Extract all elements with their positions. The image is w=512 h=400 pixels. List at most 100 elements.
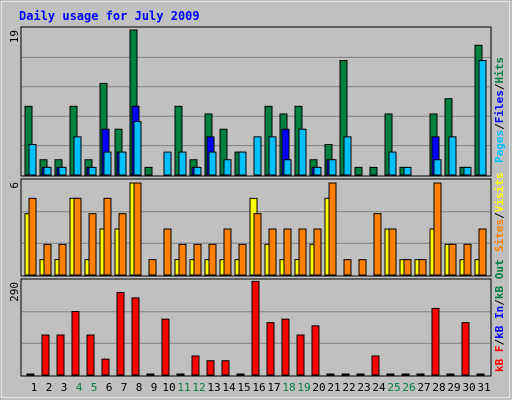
legend-sites: Sites xyxy=(493,219,506,252)
legend-files: Files xyxy=(493,90,506,123)
pages-bar xyxy=(133,121,142,176)
kb-bar xyxy=(356,373,365,376)
sites-bar xyxy=(283,228,292,276)
hits-bar xyxy=(354,166,363,176)
pages-bar xyxy=(193,166,202,176)
pages-bar xyxy=(208,151,217,176)
sites-bar xyxy=(238,243,247,276)
pages-bar xyxy=(238,151,247,176)
pages-bar xyxy=(283,159,292,176)
pages-bar xyxy=(253,136,262,176)
sites-bar xyxy=(373,213,382,276)
pages-bar xyxy=(403,166,412,176)
x-tick-label: 23 xyxy=(357,381,370,394)
x-tick-label: 27 xyxy=(417,381,430,394)
pages-bar xyxy=(103,151,112,176)
sites-bar xyxy=(43,243,52,276)
kb-bar xyxy=(461,322,470,376)
pages-bar xyxy=(88,166,97,176)
x-tick-label: 3 xyxy=(61,381,68,394)
sites-bar xyxy=(358,259,367,276)
x-tick-label: 20 xyxy=(312,381,325,394)
kb-bar xyxy=(311,325,320,376)
hits-panel-bars xyxy=(24,29,487,176)
kb-bar xyxy=(221,360,230,376)
sites-bar xyxy=(433,182,442,276)
sites-bar xyxy=(328,182,337,276)
kb-bar xyxy=(401,373,410,376)
legend-pages: Pages xyxy=(493,130,506,163)
sites-bar xyxy=(253,213,262,276)
kb-bar xyxy=(431,307,440,376)
pages-bar xyxy=(388,151,397,176)
kb-bar xyxy=(191,355,200,376)
sites-bar xyxy=(478,228,487,276)
pages-bar xyxy=(463,166,472,176)
x-tick-label: 12 xyxy=(192,381,205,394)
visits-panel-bars xyxy=(24,182,487,276)
pages-bar xyxy=(448,136,457,176)
legend-separator: / xyxy=(493,212,506,219)
kb-bar xyxy=(86,334,95,376)
x-tick-label: 4 xyxy=(76,381,83,394)
pages-bar xyxy=(58,166,67,176)
sites-bar xyxy=(133,182,142,276)
sites-bar xyxy=(73,197,82,276)
x-tick-label: 7 xyxy=(121,381,128,394)
sites-bar xyxy=(163,228,172,276)
x-tick-label: 6 xyxy=(106,381,113,394)
sites-bar xyxy=(268,228,277,276)
legend-kb-files: kB F xyxy=(493,346,506,373)
pages-bar xyxy=(178,151,187,176)
hits-bar xyxy=(144,166,153,176)
kb-bar xyxy=(131,297,140,376)
sites-bar xyxy=(448,243,457,276)
x-axis-day-labels: 1 2 3 4 5 6 7 8 9 10 11 12 13 14 15 16 17 18 19 20 21 22 23 24 2… xyxy=(31,381,491,394)
hits-panel-ymax-label: 19 xyxy=(8,30,21,43)
sites-bar xyxy=(28,197,37,276)
x-tick-label: 26 xyxy=(402,381,415,394)
pages-bar xyxy=(313,166,322,176)
sites-bar xyxy=(418,259,427,276)
sites-bar xyxy=(403,259,412,276)
pages-bar xyxy=(223,159,232,176)
sites-bar xyxy=(193,243,202,276)
pages-bar xyxy=(298,128,307,176)
kb-bar xyxy=(326,373,335,376)
pages-bar xyxy=(43,166,52,176)
x-tick-label: 10 xyxy=(162,381,175,394)
legend-kb-in: kB In xyxy=(493,306,506,339)
legend-separator: / xyxy=(493,299,506,306)
pages-bar xyxy=(163,151,172,176)
legend-hits: Hits xyxy=(493,57,506,84)
legend-separator: / xyxy=(493,123,506,130)
kb-bar xyxy=(371,355,380,376)
visits-panel-ymax-label: 6 xyxy=(8,182,21,189)
kb-bar xyxy=(176,373,185,376)
sites-bar xyxy=(388,228,397,276)
x-tick-label: 1 xyxy=(31,381,38,394)
kbytes-panel-legend: kB F/kB In/kB Out xyxy=(493,259,506,372)
x-tick-label: 21 xyxy=(327,381,340,394)
kb-bar xyxy=(161,318,170,376)
hits-bar xyxy=(369,166,378,176)
x-tick-label: 31 xyxy=(477,381,490,394)
sites-bar xyxy=(463,243,472,276)
kb-bar xyxy=(416,373,425,376)
sites-bar xyxy=(148,259,157,276)
x-tick-label: 25 xyxy=(387,381,400,394)
kb-bar xyxy=(341,373,350,376)
x-tick-label: 2 xyxy=(46,381,53,394)
legend-visits: Visits xyxy=(493,173,506,213)
sites-bar xyxy=(178,243,187,276)
x-tick-label: 13 xyxy=(207,381,220,394)
visits-panel-legend: Sites/Visits xyxy=(493,173,506,253)
kb-bar xyxy=(296,334,305,376)
x-tick-label: 11 xyxy=(177,381,190,394)
legend-separator: / xyxy=(493,83,506,90)
kb-bar xyxy=(476,373,485,376)
kb-bar xyxy=(446,373,455,376)
kb-bar xyxy=(71,311,80,376)
kb-bar xyxy=(26,373,35,376)
x-tick-label: 5 xyxy=(91,381,98,394)
